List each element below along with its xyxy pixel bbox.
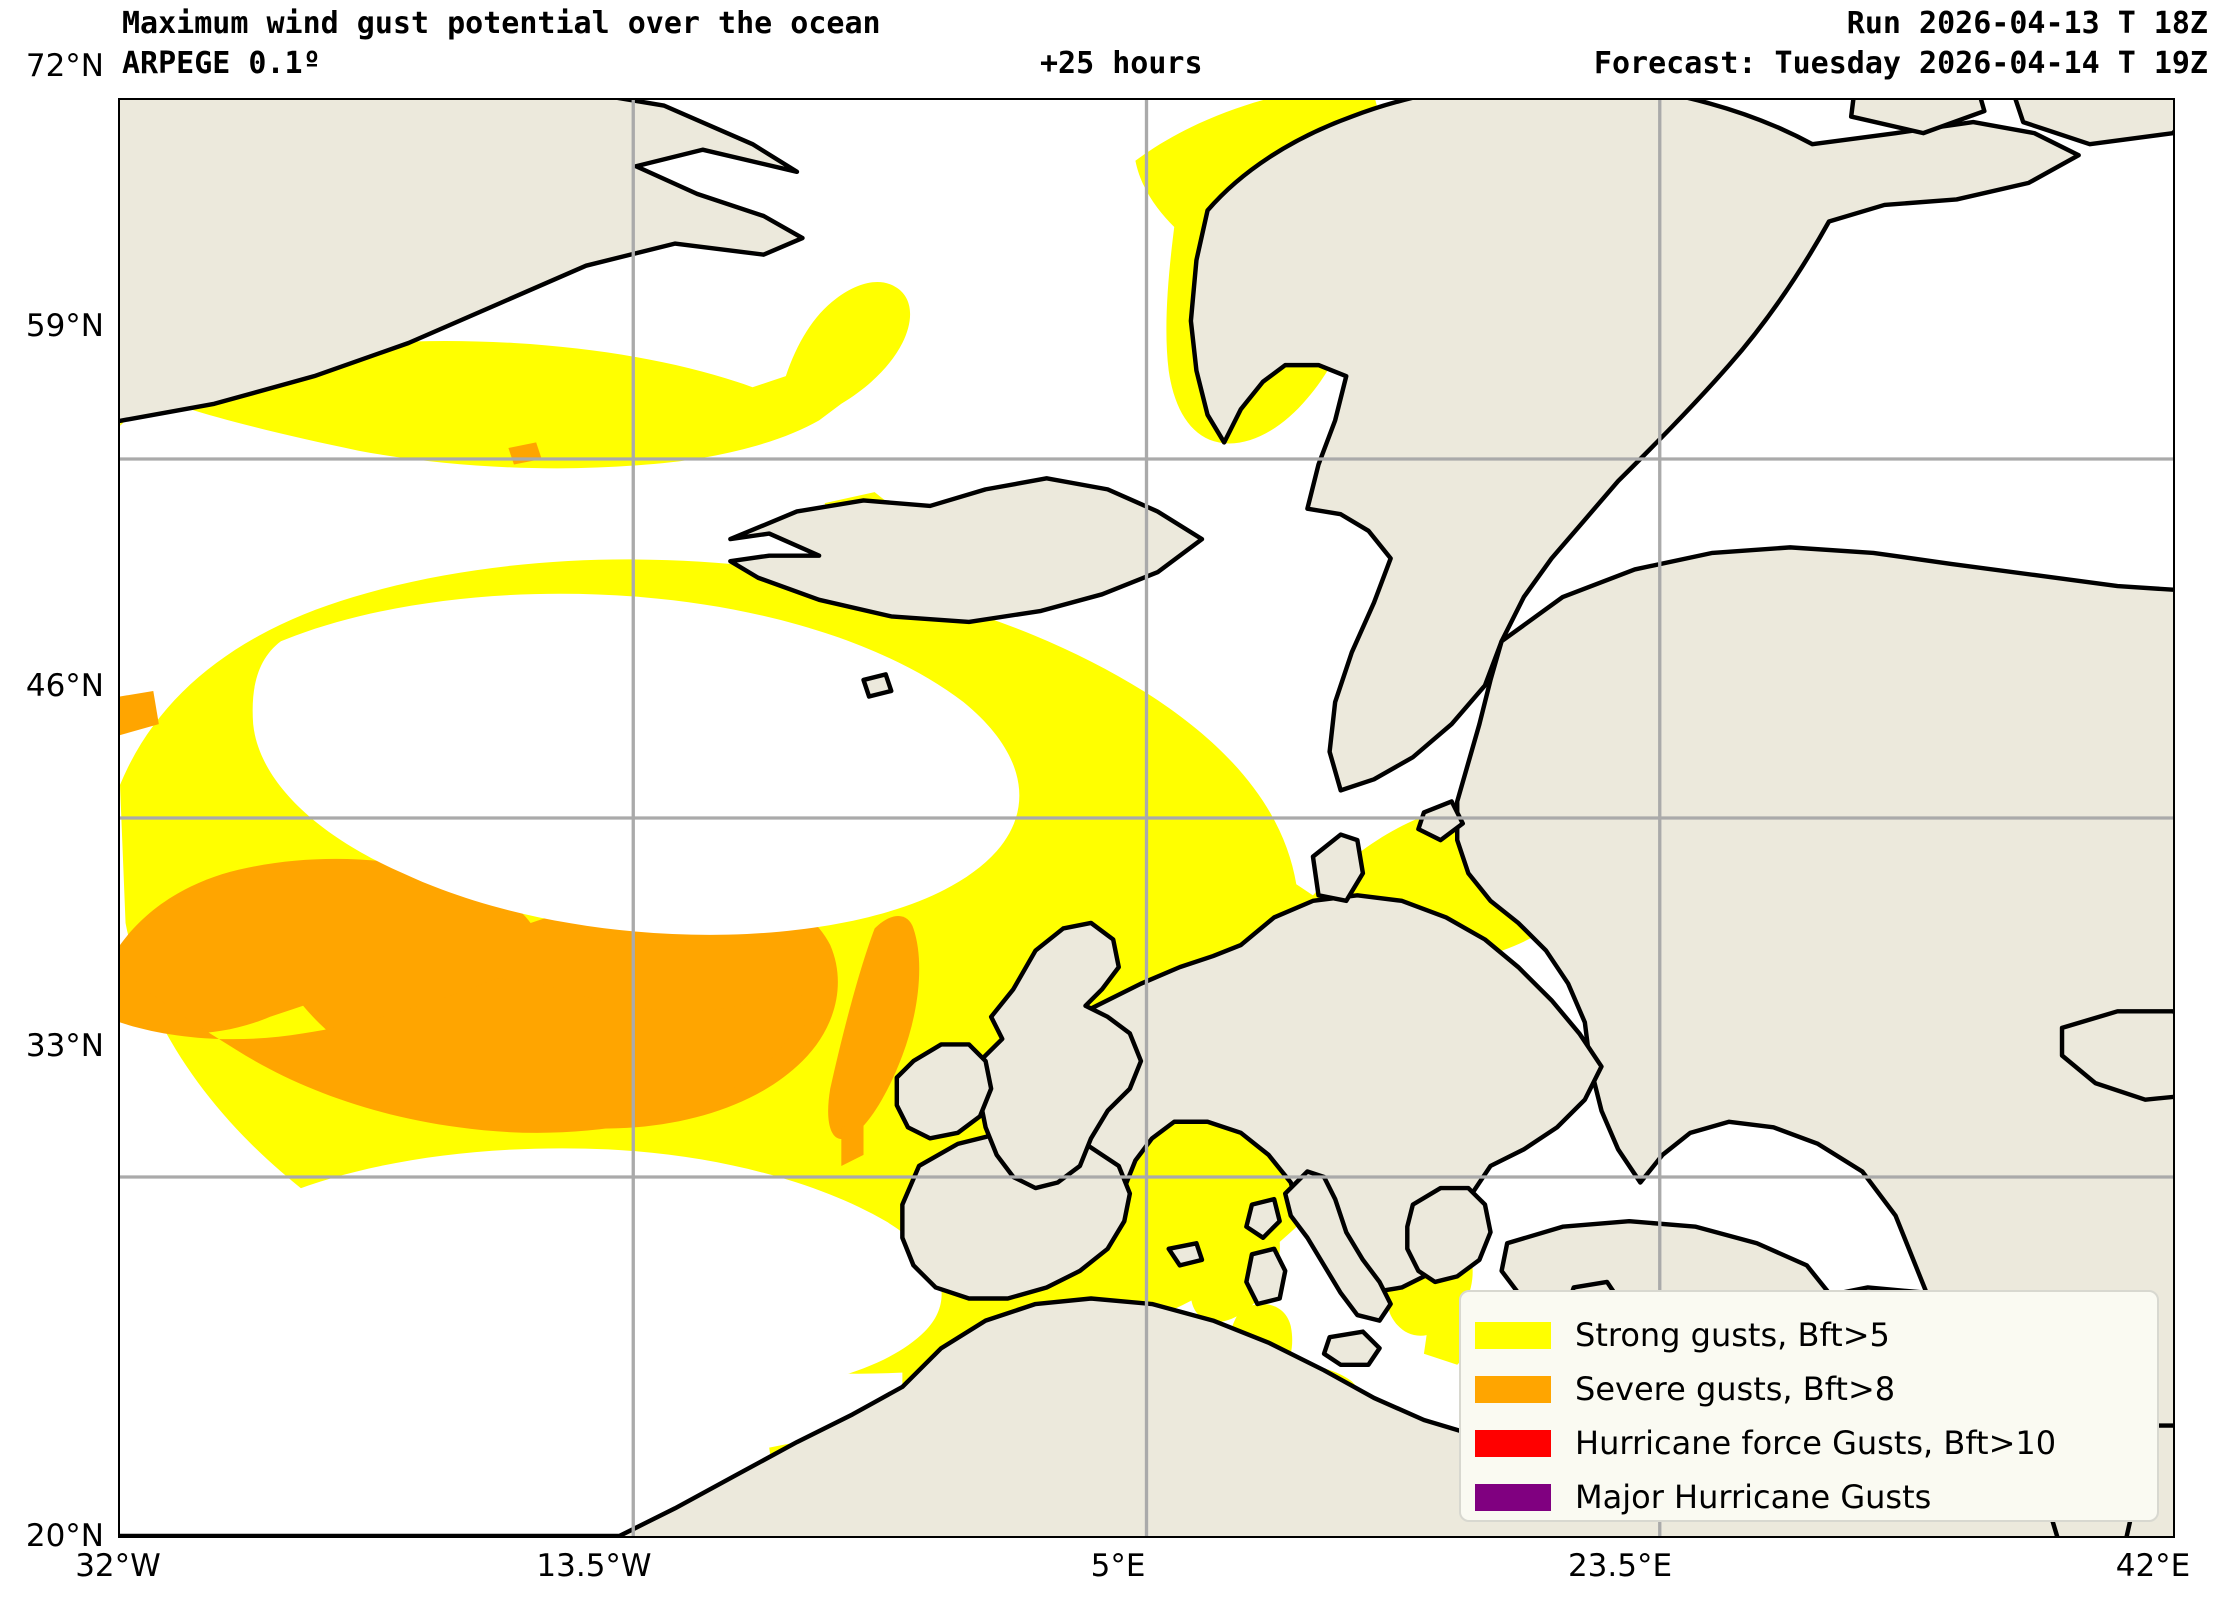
baltic-islands-shape: [1416, 799, 1465, 843]
map-legend: Strong gusts, Bft>5 Severe gusts, Bft>8 …: [1459, 1290, 2159, 1522]
scandinavia-shape: [1188, 100, 2081, 793]
calm-centre-overlay: [252, 593, 1020, 1398]
legend-item-hurricane: Hurricane force Gusts, Bft>10: [1475, 1416, 2157, 1470]
y-tick-label-59n: 59°N: [25, 308, 104, 344]
legend-label-strong: Strong gusts, Bft>5: [1575, 1316, 1890, 1354]
x-tick-label-32w: 32°W: [75, 1548, 161, 1584]
denmark-shape: [1310, 832, 1366, 904]
legend-swatch-strong: [1475, 1321, 1551, 1349]
x-tick-label-13-5w: 13.5°W: [536, 1548, 652, 1584]
balkans-shape: [1405, 1185, 1493, 1285]
x-tick-label-42e: 42°E: [2115, 1548, 2191, 1584]
page-title: Maximum wind gust potential over the oce…: [122, 6, 881, 41]
legend-label-hurricane: Hurricane force Gusts, Bft>10: [1575, 1424, 2057, 1462]
caspian-edge-shape: [2059, 1009, 2173, 1102]
y-tick-label-33n: 33°N: [25, 1028, 104, 1064]
lead-time-label: +25 hours: [1040, 46, 1203, 81]
forecast-timestamp: Forecast: Tuesday 2026-04-14 T 19Z: [1593, 46, 2208, 81]
arctic-island-2-shape: [1848, 100, 1987, 136]
legend-label-major: Major Hurricane Gusts: [1575, 1478, 1932, 1516]
eastern-europe-shape: [1455, 545, 2173, 1536]
corsica-shape: [1244, 1196, 1282, 1240]
y-tick-label-46n: 46°N: [25, 668, 104, 704]
sicily-shape: [1321, 1329, 1382, 1367]
balearics-shape: [1166, 1241, 1205, 1268]
faroes-shape: [861, 672, 894, 699]
run-timestamp: Run 2026-04-13 T 18Z: [1846, 6, 2208, 41]
ireland-shape: [894, 1042, 994, 1141]
model-label: ARPEGE 0.1º: [122, 46, 321, 81]
map-canvas[interactable]: Strong gusts, Bft>5 Severe gusts, Bft>8 …: [118, 98, 2175, 1538]
sardinia-shape: [1244, 1246, 1288, 1307]
graticule: [120, 100, 2173, 1536]
iceland-shape: [728, 476, 1205, 625]
legend-item-severe: Severe gusts, Bft>8: [1475, 1362, 2157, 1416]
x-tick-label-23-5e: 23.5°E: [1567, 1548, 1673, 1584]
legend-item-major: Major Hurricane Gusts: [1475, 1470, 2157, 1524]
legend-swatch-severe: [1475, 1375, 1551, 1403]
x-tick-label-5e: 5°E: [1090, 1548, 1146, 1584]
legend-item-strong: Strong gusts, Bft>5: [1475, 1308, 2157, 1362]
y-tick-label-20n: 20°N: [25, 1518, 104, 1554]
y-tick-label-72n: 72°N: [25, 48, 104, 84]
arctic-islands-shape: [2013, 100, 2173, 147]
italy-shape: [1282, 1169, 1393, 1323]
legend-swatch-hurricane: [1475, 1429, 1551, 1457]
legend-swatch-major: [1475, 1483, 1551, 1511]
legend-label-severe: Severe gusts, Bft>8: [1575, 1370, 1896, 1408]
